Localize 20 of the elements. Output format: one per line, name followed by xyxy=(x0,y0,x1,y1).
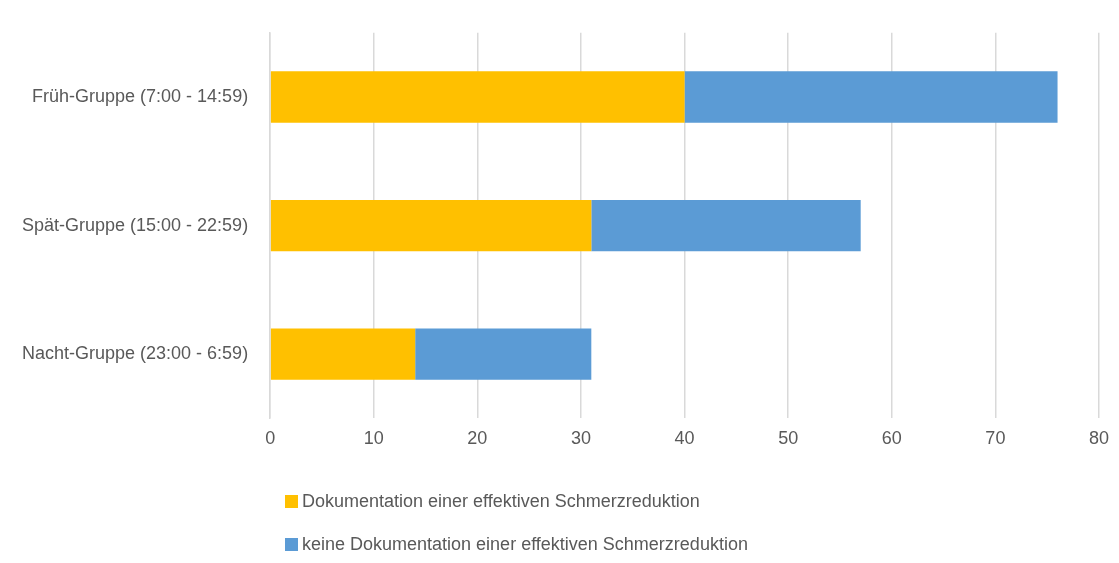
x-tick-label: 0 xyxy=(265,428,276,449)
bar xyxy=(415,328,592,380)
bar xyxy=(270,328,416,380)
y-tick-label: Nacht-Gruppe (23:00 - 6:59) xyxy=(22,343,249,364)
legend-label: keine Dokumentation einer effektiven Schmerzreduktion xyxy=(302,533,748,555)
bar xyxy=(270,71,685,123)
x-tick-label: 20 xyxy=(467,428,488,449)
x-tick-label: 50 xyxy=(778,428,799,449)
x-tick-label: 60 xyxy=(881,428,902,449)
x-tick-label: 70 xyxy=(985,428,1006,449)
x-tick-label: 40 xyxy=(674,428,695,449)
x-tick-label: 10 xyxy=(363,428,384,449)
y-tick-label: Spät-Gruppe (15:00 - 22:59) xyxy=(21,214,249,235)
legend-label: Dokumentation einer effektiven Schmerzreduktion xyxy=(302,490,700,512)
x-tick-label: 80 xyxy=(1088,428,1109,449)
bar xyxy=(684,71,1058,123)
y-tick-label: Früh-Gruppe (7:00 - 14:59) xyxy=(32,86,249,107)
x-tick-label: 30 xyxy=(570,428,591,449)
bar xyxy=(270,199,592,252)
bar xyxy=(591,199,861,252)
